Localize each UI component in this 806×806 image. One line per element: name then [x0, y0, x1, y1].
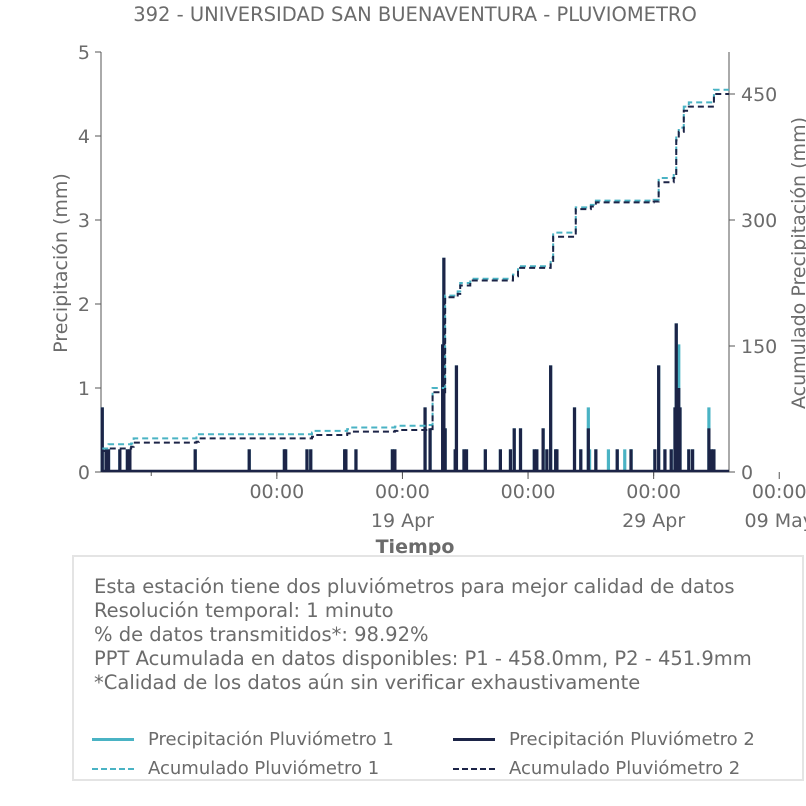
legend-swatch-precip-2 — [453, 738, 495, 741]
y-tick-right-label: 150 — [741, 336, 777, 358]
legend-item-precip-2: Precipitación Pluviómetro 2 — [453, 729, 755, 750]
x-date-label: 29 Apr — [622, 510, 685, 532]
y-tick-left-label: 3 — [78, 210, 90, 232]
x-tick-time-label: 00:00 — [626, 481, 681, 503]
info-text: Esta estación tiene dos pluviómetros par… — [94, 575, 752, 695]
legend-item-precip-1: Precipitación Pluviómetro 1 — [92, 729, 394, 750]
x-date-label: 19 Apr — [371, 510, 434, 532]
y-tick-left-label: 5 — [78, 42, 90, 64]
y-tick-left-label: 2 — [78, 294, 90, 316]
x-tick-time-label: 00:00 — [501, 481, 556, 503]
legend-label-accum-2: Acumulado Pluviómetro 2 — [509, 758, 741, 779]
legend-label-precip-1: Precipitación Pluviómetro 1 — [148, 729, 394, 750]
legend-item-accum-2: Acumulado Pluviómetro 2 — [453, 758, 740, 779]
y-tick-right-label: 0 — [741, 462, 753, 484]
accumulated-line-1 — [102, 88, 729, 450]
info-line-quality-note: *Calidad de los datos aún sin verificar … — [94, 671, 641, 694]
y-tick-left-label: 0 — [78, 462, 90, 484]
chart-title: 392 - UNIVERSIDAD SAN BUENAVENTURA - PLU… — [133, 3, 697, 26]
y-tick-right-label: 450 — [741, 84, 777, 106]
rainfall-chart: 392 - UNIVERSIDAD SAN BUENAVENTURA - PLU… — [50, 3, 806, 556]
info-line-resolution: Resolución temporal: 1 minuto — [94, 599, 394, 622]
x-axis-label: Tiempo — [376, 536, 455, 556]
y-axis-left-label: Precipitación (mm) — [50, 173, 72, 353]
x-tick-time-label: 00:00 — [249, 481, 304, 503]
legend-swatch-accum-1 — [92, 767, 134, 770]
info-line-stations: Esta estación tiene dos pluviómetros par… — [94, 575, 735, 598]
legend-label-precip-2: Precipitación Pluviómetro 2 — [509, 729, 755, 750]
x-date-label: 09 May — [744, 510, 806, 532]
y-tick-left-label: 4 — [78, 126, 90, 148]
y-axis-right-label: Acumulado Precipitación (mm) — [788, 117, 806, 409]
legend-item-accum-1: Acumulado Pluviómetro 1 — [92, 758, 379, 779]
legend-swatch-accum-2 — [453, 767, 495, 770]
y-tick-left-label: 1 — [78, 378, 90, 400]
legend-label-accum-1: Acumulado Pluviómetro 1 — [148, 758, 380, 779]
y-tick-right-label: 300 — [741, 210, 777, 232]
x-tick-time-label: 00:00 — [375, 481, 430, 503]
accumulated-line-2 — [102, 93, 729, 452]
legend-swatch-precip-1 — [92, 738, 134, 741]
info-line-transmitted: % de datos transmitidos*: 98.92% — [94, 623, 429, 646]
x-tick-time-label: 00:00 — [752, 481, 806, 503]
info-box: Esta estación tiene dos pluviómetros par… — [72, 555, 804, 781]
info-line-accumulated: PPT Acumulada en datos disponibles: P1 -… — [94, 647, 752, 670]
